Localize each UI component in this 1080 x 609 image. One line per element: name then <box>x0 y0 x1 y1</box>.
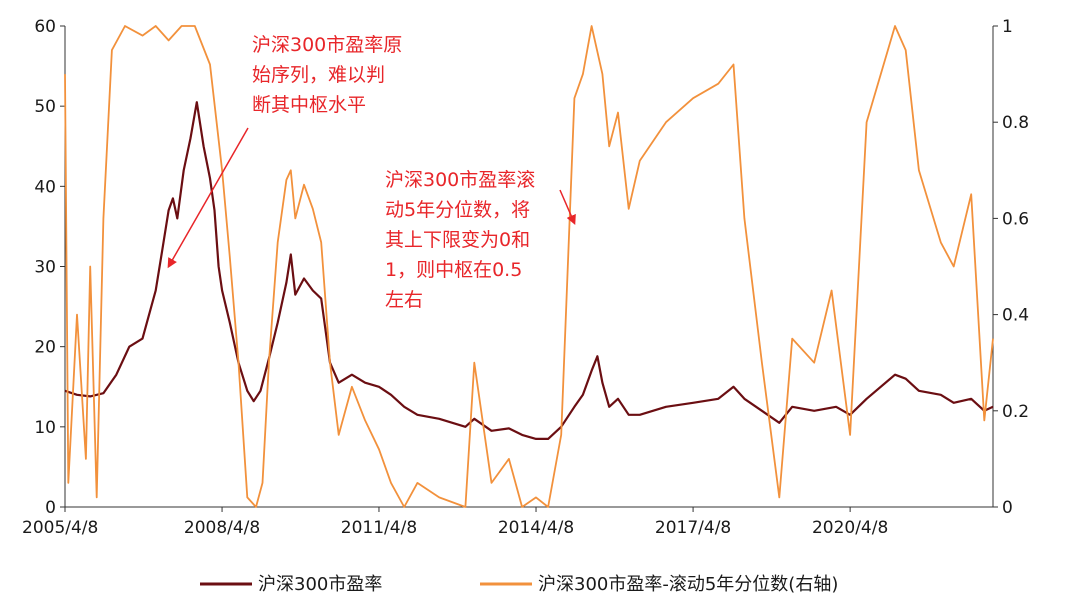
x-tick-label: 2005/4/8 <box>22 518 98 538</box>
y-right-tick-label: 0.6 <box>1002 209 1029 229</box>
legend-label-2: 沪深300市盈率-滚动5年分位数(右轴) <box>538 574 838 595</box>
pe-percentile-series-line <box>64 25 994 508</box>
series-layer <box>64 25 994 508</box>
annotation-layer: 沪深300市盈率原始序列，难以判断其中枢水平沪深300市盈率滚动5年分位数，将其… <box>167 34 576 311</box>
pe-series-line <box>64 101 994 440</box>
annotation-text-line: 其上下限变为0和 <box>385 229 530 251</box>
annotation-text-line: 沪深300市盈率滚 <box>385 169 535 191</box>
y-right-tick-label: 1 <box>1002 17 1013 37</box>
y-left-tick-label: 40 <box>34 177 56 197</box>
annotation-text-line: 动5年分位数，将 <box>385 199 530 221</box>
y-right-tick-label: 0.2 <box>1002 402 1029 422</box>
legend-label-1: 沪深300市盈率 <box>258 574 382 595</box>
legend: 沪深300市盈率 沪深300市盈率-滚动5年分位数(右轴) <box>200 574 838 595</box>
annotation-text-line: 沪深300市盈率原 <box>252 34 402 56</box>
y-left-tick-label: 10 <box>34 418 56 438</box>
y-right-tick-label: 0 <box>1002 498 1013 518</box>
axes: 0 10 20 30 40 50 60 0 0.2 0.4 0.6 0.8 1 2005/4/8 2008/… <box>22 17 1029 538</box>
x-tick-label: 2017/4/8 <box>655 518 731 538</box>
annotation-arrow <box>167 127 249 269</box>
y-right-tick-label: 0.8 <box>1002 113 1029 133</box>
annotation-arrow <box>559 189 576 226</box>
annotation-text-line: 1，则中枢在0.5 <box>385 259 522 281</box>
y-left-tick-label: 20 <box>34 338 56 358</box>
y-left-tick-label: 30 <box>34 258 56 278</box>
x-tick-label: 2008/4/8 <box>184 518 260 538</box>
annotation-text-line: 始序列，难以判 <box>252 64 385 86</box>
y-left-tick-label: 0 <box>45 498 56 518</box>
annotation-text-line: 断其中枢水平 <box>252 94 366 116</box>
y-left-tick-label: 50 <box>34 97 56 117</box>
x-tick-label: 2011/4/8 <box>341 518 417 538</box>
y-left-tick-label: 60 <box>34 17 56 37</box>
x-tick-label: 2014/4/8 <box>498 518 574 538</box>
annotation-text-line: 左右 <box>385 289 423 311</box>
y-right-tick-label: 0.4 <box>1002 306 1029 326</box>
x-tick-label: 2020/4/8 <box>812 518 888 538</box>
